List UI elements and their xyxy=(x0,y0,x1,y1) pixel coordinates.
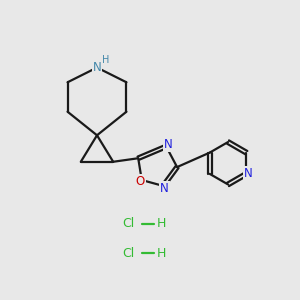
Text: H: H xyxy=(157,247,166,260)
Text: N: N xyxy=(93,61,101,74)
Text: H: H xyxy=(157,217,166,230)
Text: N: N xyxy=(160,182,169,195)
Text: N: N xyxy=(244,167,252,180)
Text: N: N xyxy=(164,138,173,151)
Text: Cl: Cl xyxy=(123,247,135,260)
Text: Cl: Cl xyxy=(123,217,135,230)
Text: O: O xyxy=(135,175,145,188)
Text: H: H xyxy=(102,55,110,65)
